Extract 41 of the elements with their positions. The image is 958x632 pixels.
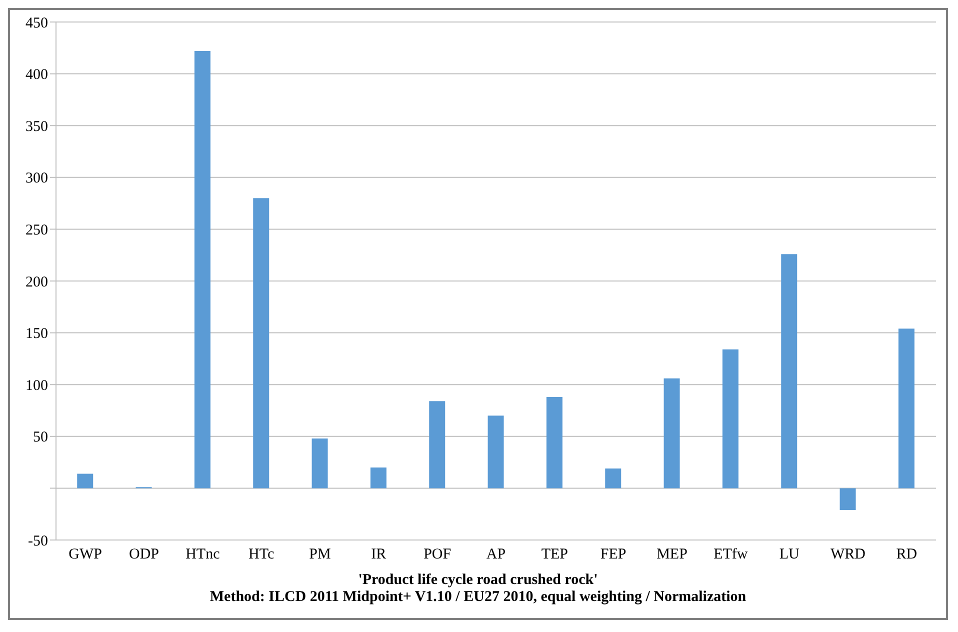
bar [488,416,504,488]
x-tick-label: RD [896,546,918,563]
bar [253,198,270,488]
x-tick-label: LU [779,546,800,563]
x-axis-title: 'Product life cycle road crushed rock' [357,572,599,589]
y-tick-label: 450 [26,15,48,32]
x-tick-label: MEP [656,546,688,563]
x-tick-label: ETfw [714,546,748,563]
y-tick-label: 150 [26,326,48,342]
bar [722,349,738,488]
bar [429,401,446,488]
bar [840,488,856,510]
y-tick-label: 100 [26,378,48,394]
bar [194,51,210,488]
x-tick-label: TEP [541,546,568,563]
bar [898,328,914,488]
y-tick-label: -50 [28,533,48,550]
bar [781,254,798,488]
y-tick-label: 50 [33,430,48,446]
y-tick-label: 400 [26,67,48,84]
bar [546,397,562,488]
bar [605,468,622,488]
bar [77,474,94,488]
y-tick-label: 350 [26,118,48,135]
x-tick-label: FEP [600,546,626,563]
x-tick-label: HTnc [186,546,220,563]
bar [370,467,386,488]
x-tick-label: POF [424,546,452,563]
bar [312,438,328,488]
x-tick-label: IR [371,546,386,563]
y-tick-label: 250 [26,222,48,239]
x-tick-label: WRD [830,546,866,563]
x-tick-label: GWP [68,546,102,563]
y-tick-label: 300 [26,170,48,187]
x-tick-label: HTc [248,546,274,563]
y-tick-label: 200 [26,274,48,290]
text: Method: ILCD 2011 Midpoint+ V1.10 / EU27 2010, equal weighting / Normalization [208,589,748,606]
x-tick-label: PM [309,546,331,563]
bar [664,378,680,488]
x-tick-label: ODP [128,546,160,563]
x-tick-label: AP [486,546,506,563]
